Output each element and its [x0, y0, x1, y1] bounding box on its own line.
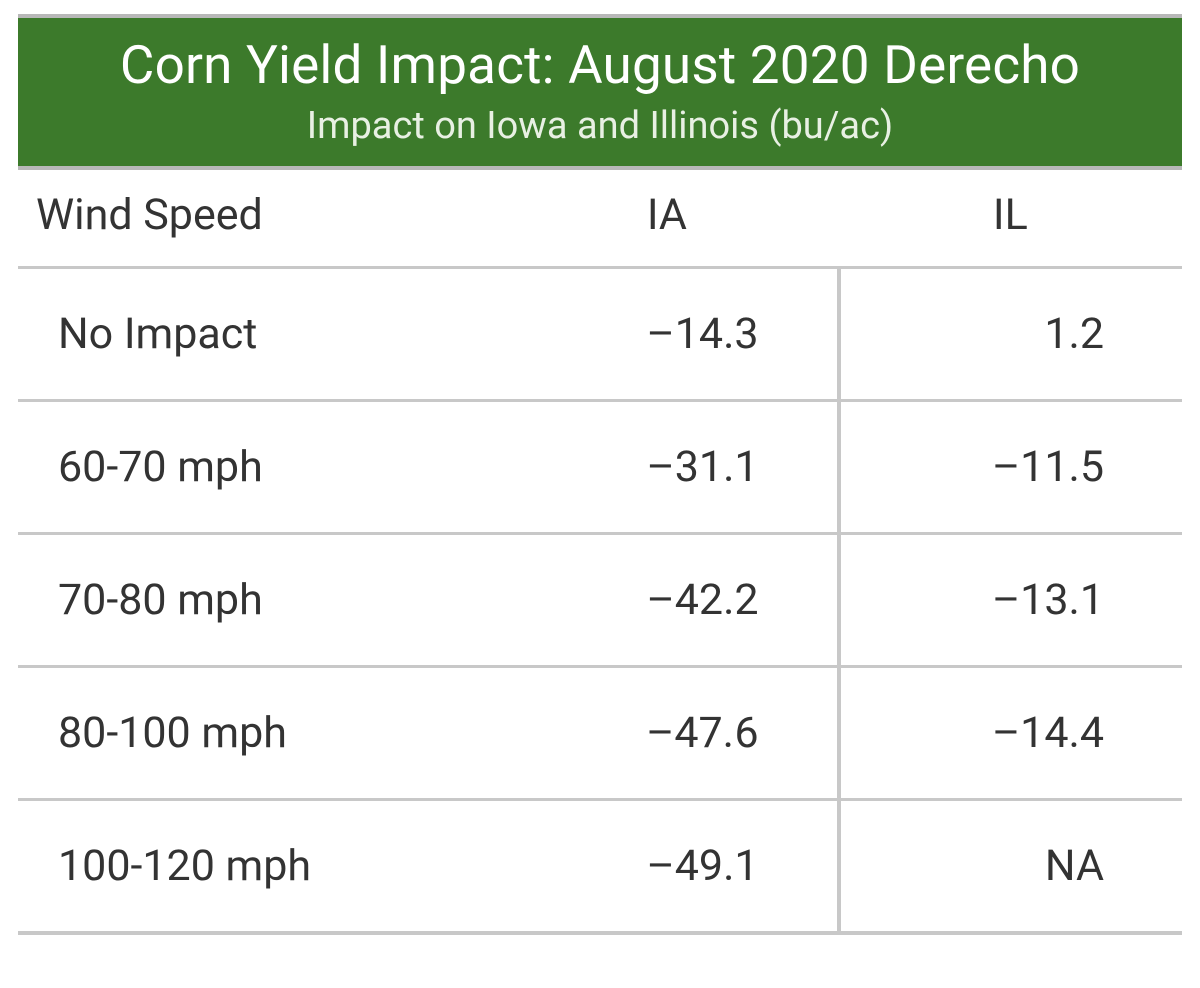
col-header-ia: IA — [495, 170, 838, 268]
cell-il: 1.2 — [839, 268, 1182, 401]
cell-ia: –42.2 — [495, 534, 838, 667]
table-title-block: Corn Yield Impact: August 2020 Derecho I… — [18, 14, 1182, 170]
table-row: No Impact –14.3 1.2 — [18, 268, 1182, 401]
cell-ia: –49.1 — [495, 800, 838, 934]
cell-il: –11.5 — [839, 401, 1182, 534]
table-subtitle: Impact on Iowa and Illinois (bu/ac) — [18, 104, 1182, 148]
cell-wind: 80-100 mph — [18, 667, 495, 800]
table-title: Corn Yield Impact: August 2020 Derecho — [18, 32, 1182, 98]
cell-il: NA — [839, 800, 1182, 934]
col-header-il: IL — [839, 170, 1182, 268]
cell-wind: 60-70 mph — [18, 401, 495, 534]
cell-wind: 70-80 mph — [18, 534, 495, 667]
table-header-row: Wind Speed IA IL — [18, 170, 1182, 268]
cell-ia: –31.1 — [495, 401, 838, 534]
cell-wind: 100-120 mph — [18, 800, 495, 934]
table-row: 60-70 mph –31.1 –11.5 — [18, 401, 1182, 534]
cell-wind: No Impact — [18, 268, 495, 401]
cell-il: –14.4 — [839, 667, 1182, 800]
table-row: 70-80 mph –42.2 –13.1 — [18, 534, 1182, 667]
col-header-wind: Wind Speed — [18, 170, 495, 268]
table-row: 100-120 mph –49.1 NA — [18, 800, 1182, 934]
yield-impact-table: Corn Yield Impact: August 2020 Derecho I… — [18, 14, 1182, 935]
cell-il: –13.1 — [839, 534, 1182, 667]
cell-ia: –14.3 — [495, 268, 838, 401]
cell-ia: –47.6 — [495, 667, 838, 800]
data-table: Wind Speed IA IL No Impact –14.3 1.2 60-… — [18, 170, 1182, 935]
table-row: 80-100 mph –47.6 –14.4 — [18, 667, 1182, 800]
